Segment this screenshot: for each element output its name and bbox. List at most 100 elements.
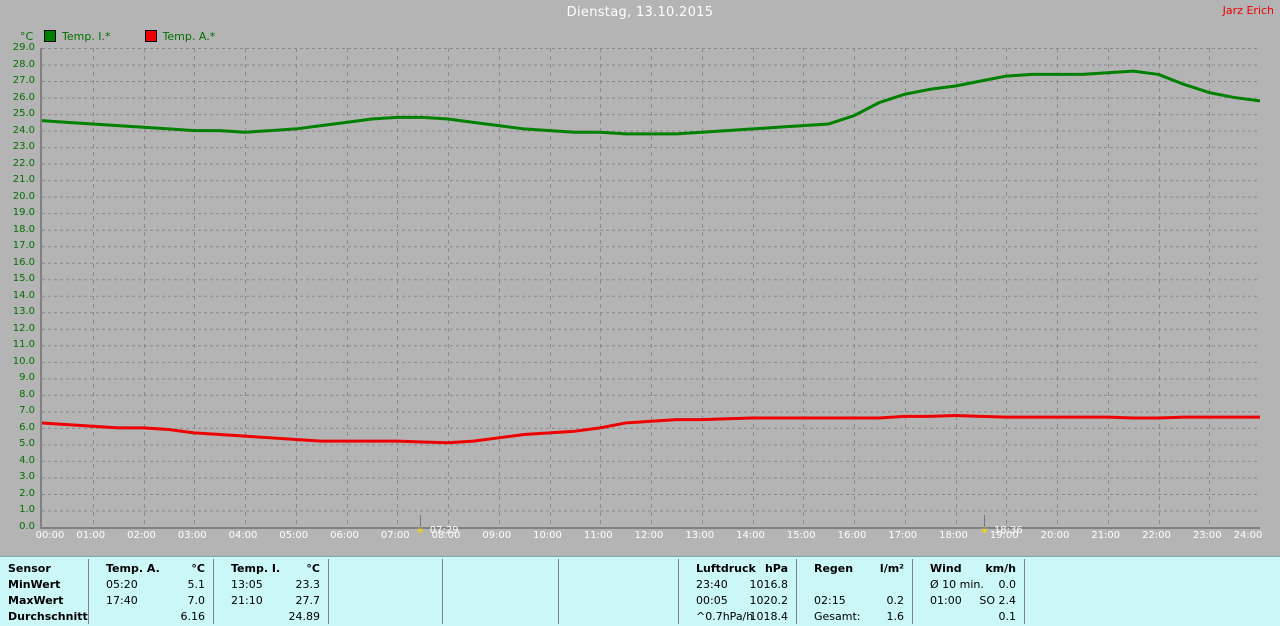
y-axis-tick-label: 26.0: [12, 91, 35, 103]
legend-swatch-temp-outdoor: [144, 30, 157, 42]
table-cell-value: 23.3: [295, 578, 321, 591]
table-cell-value: °C: [191, 562, 205, 575]
table-column-divider: [912, 559, 913, 624]
summary-table: Sensor MinWert MaxWert Durchschnitt Temp. A.…: [0, 556, 1280, 626]
temp-aussen-column: Temp. A. °C 05:20 5.1 17:40 7.0 6.16: [88, 557, 213, 626]
sunrise-time-label: 07:29: [429, 525, 459, 536]
y-axis-tick-label: 6.0: [19, 421, 35, 433]
y-axis-tick-label: 12.0: [12, 322, 35, 334]
table-cell-value: 24.89: [288, 610, 321, 623]
table-column-divider: [442, 559, 443, 624]
x-axis-tick-label: 02:00: [127, 530, 156, 541]
x-axis-tick-label: 16:00: [837, 530, 867, 541]
x-axis-tick-label: 01:00: [76, 530, 106, 541]
table-cell-value: 0.0: [998, 578, 1017, 591]
legend-item-temp-outdoor[interactable]: Temp. A.*: [144, 30, 215, 42]
x-axis-tick-label: 06:00: [330, 530, 359, 541]
y-axis-tick-label: 22.0: [12, 157, 35, 169]
x-axis-tick-label: 17:00: [888, 530, 918, 541]
y-axis-tick-label: 20.0: [12, 190, 35, 202]
table-cell-label: Sensor: [8, 562, 51, 575]
y-axis-tick-label: 24.0: [12, 124, 35, 136]
chart-canvas: [42, 48, 1260, 527]
table-cell-value: 7.0: [187, 594, 206, 607]
x-axis-tick-label: 09:00: [482, 530, 512, 541]
y-axis-tick-label: 5.0: [19, 438, 35, 450]
x-axis-tick-label: 08:00: [431, 530, 461, 541]
table-cell-label: 05:20: [106, 578, 138, 591]
chart-legend: Temp. I.* Temp. A.*: [44, 30, 215, 42]
x-axis-tick-label: 20:00: [1040, 530, 1070, 541]
y-axis-unit-label: °C: [20, 30, 34, 43]
table-cell-value: km/h: [985, 562, 1016, 575]
y-axis-tick-label: 1.0: [19, 504, 35, 516]
table-column-divider: [328, 559, 329, 624]
y-axis-tick-label: 29.0: [12, 42, 35, 53]
x-axis-tick-label: 21:00: [1091, 530, 1121, 541]
x-axis-tick-label: 12:00: [634, 530, 664, 541]
chart-svg: [42, 48, 1260, 527]
x-axis-tick-label: 19:00: [989, 530, 1019, 541]
y-axis-tick-label: 21.0: [12, 174, 35, 186]
temp-innen-column: Temp. I. °C 13:05 23.3 21:10 27.7 24.89: [213, 557, 328, 626]
regen-column: Regen l/m² 02:15 0.2 Gesamt: 1.6: [796, 557, 912, 626]
x-axis-tick-label: 23:00: [1192, 530, 1222, 541]
table-column-divider: [1024, 559, 1025, 624]
table-cell-label: Wind: [930, 562, 962, 575]
chart-series-tempa: [42, 414, 1260, 445]
y-axis-tick-label: 27.0: [12, 75, 35, 87]
x-axis-tick-label: 18:00: [939, 530, 968, 541]
x-axis-tick-label: 04:00: [228, 530, 258, 541]
x-axis-tick-label: 07:00: [380, 530, 410, 541]
x-axis-tick-label: 14:00: [736, 530, 765, 541]
table-cell-label: 13:05: [231, 578, 263, 591]
y-axis-tick-label: 25.0: [12, 108, 35, 120]
y-axis-tick-label: 23.0: [12, 141, 35, 153]
chart-series-tempi: [42, 69, 1260, 136]
table-column-divider: [558, 559, 559, 624]
legend-swatch-temp-indoor: [44, 30, 56, 42]
y-axis-tick-label: 16.0: [12, 256, 35, 268]
table-cell-label: 17:40: [106, 594, 138, 607]
legend-item-temp-indoor[interactable]: Temp. I.*: [44, 30, 111, 42]
table-cell-label: Temp. A.: [106, 562, 160, 575]
y-axis-tick-label: 18.0: [12, 223, 35, 235]
author-label: Jarz Erich: [1222, 4, 1274, 17]
table-cell-value: 1020.2: [749, 594, 789, 607]
table-cell-value: 6.16: [180, 610, 206, 623]
y-axis-tick-label: 7.0: [19, 405, 35, 417]
table-cell-label: Regen: [814, 562, 854, 575]
table-cell-label: Ø 10 min.: [930, 578, 984, 591]
table-column-divider: [88, 559, 89, 624]
luftdruck-column: Luftdruck hPa 23:40 1016.8 00:05 1020.2 ^0.7hP…: [678, 557, 796, 626]
sunset-time-label: 18:36: [993, 525, 1023, 536]
table-cell-value: 0.1: [998, 610, 1017, 623]
table-cell-label: MaxWert: [8, 594, 64, 607]
table-cell-label: 00:05: [696, 594, 728, 607]
x-axis-labels: 00:00 01:00 02:00 03:00 04:00 05:00 06:00 07:00…: [36, 530, 1263, 546]
sensor-column: Sensor MinWert MaxWert Durchschnitt: [0, 557, 88, 626]
sunset-icon: ☀: [979, 526, 989, 537]
y-axis-tick-label: 14.0: [12, 289, 35, 301]
y-axis-tick-label: 15.0: [12, 273, 35, 285]
x-axis-tick-label: 03:00: [177, 530, 207, 541]
table-cell-label: Temp. I.: [231, 562, 281, 575]
table-cell-value: 0.2: [886, 594, 905, 607]
table-cell-label: 01:00: [930, 594, 962, 607]
x-axis-tick-label: 11:00: [583, 530, 613, 541]
chart-plot-area[interactable]: [40, 48, 1260, 529]
table-column-divider: [213, 559, 214, 624]
y-axis-tick-label: 8.0: [19, 388, 35, 400]
empty-column-1: [328, 557, 442, 626]
table-cell-value: 1018.4: [749, 610, 789, 623]
table-cell-label: 21:10: [231, 594, 263, 607]
table-cell-value: 5.1: [187, 578, 206, 591]
x-axis-tick-label: 24:00: [1233, 530, 1263, 541]
x-axis-tick-label: 22:00: [1142, 530, 1171, 541]
page-title: Dienstag, 13.10.2015: [566, 5, 714, 20]
table-cell-label: ^0.7hPa/h: [696, 610, 754, 623]
table-cell-value: l/m²: [879, 562, 904, 575]
y-axis-tick-label: 4.0: [19, 454, 35, 466]
wind-column: Wind km/h Ø 10 min. 0.0 01:00 SO 2.4 0.1: [912, 557, 1024, 626]
